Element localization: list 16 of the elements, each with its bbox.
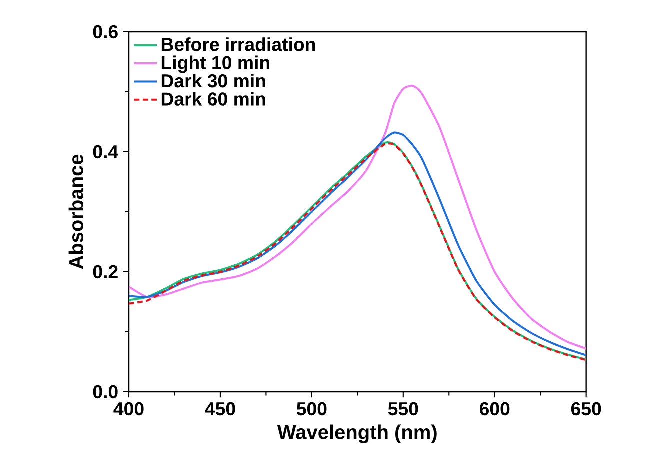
legend-label: Light 10 min — [162, 56, 270, 74]
legend-label: Before irradiation — [162, 38, 316, 52]
x-axis-title: Wavelength (nm) — [278, 424, 437, 444]
y-tick-label: 0.4 — [93, 145, 119, 159]
x-tick-label: 450 — [205, 402, 236, 416]
legend-label: Dark 30 min — [162, 74, 266, 88]
x-tick-label: 650 — [571, 402, 602, 416]
y-tick-label: 0.0 — [93, 385, 118, 399]
x-tick-label: 400 — [114, 402, 144, 416]
legend-label: Dark 60 min — [162, 92, 266, 106]
y-axis-title: Absorbance — [68, 154, 84, 270]
x-tick-label: 550 — [388, 402, 418, 416]
y-tick-label: 0.6 — [93, 25, 118, 39]
x-tick-label: 600 — [480, 402, 510, 416]
y-tick-label: 0.2 — [93, 265, 118, 279]
x-tick-label: 500 — [296, 402, 327, 416]
